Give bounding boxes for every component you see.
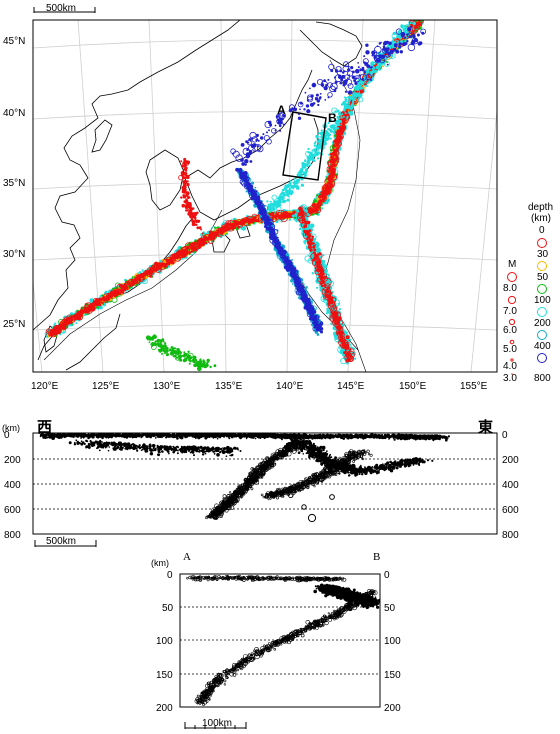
lon-label-135: 135°E [215, 381, 243, 392]
xs2-tick-right-0: 0 [384, 570, 390, 581]
xs1-tick-left-400: 400 [4, 480, 21, 491]
map-frame [32, 19, 498, 373]
lon-label-120: 120°E [31, 381, 59, 392]
xs1-tick-left-0: 0 [4, 430, 10, 441]
xs1-tick-right-400: 400 [502, 480, 519, 491]
lon-label-150: 150°E [399, 381, 427, 392]
magnitude-swatch-8 [507, 272, 517, 282]
xs2-right-ticks: 0 50 100 150 200 [384, 570, 401, 714]
xs2-tick-left-100: 100 [156, 636, 173, 647]
lon-label-155: 155°E [460, 381, 488, 392]
xs2-left-ticks: 0 50 100 150 200 [156, 570, 174, 714]
xs2-hypocenters [186, 574, 380, 706]
xs1-east-label: 東 [478, 418, 493, 436]
lon-label-145: 145°E [337, 381, 365, 392]
xs1-tick-left-600: 600 [4, 505, 21, 516]
map-box-label-a: A [277, 103, 286, 117]
longitude-labels: 120°E 125°E 130°E 135°E 140°E 145°E 150°… [31, 381, 488, 392]
magnitude-value-6: 6.0 [503, 325, 517, 336]
lon-label-125: 125°E [92, 381, 120, 392]
xs2-tick-right-50: 50 [384, 603, 396, 614]
xs2-left-label: A [183, 551, 191, 563]
depth-legend: depth (km) 0 30 50 100 200 400 800 [528, 202, 553, 384]
depth-value-400: 400 [534, 341, 551, 352]
magnitude-swatch-6 [508, 318, 516, 326]
depth-swatch-400-800 [537, 353, 547, 363]
xs1-tick-left-800: 800 [4, 530, 21, 541]
xs2-tick-right-200: 200 [384, 703, 401, 714]
xs1-west-label: 西 [37, 419, 52, 436]
cross-section-west-east: (km) 西 東 0 200 400 600 800 0 200 400 600… [2, 418, 519, 547]
depth-swatch-30-50 [537, 261, 547, 271]
epicenter-dots [44, 20, 427, 372]
xs1-right-ticks: 0 200 400 600 800 [502, 430, 519, 541]
lat-label-45: 45°N [3, 36, 25, 47]
depth-swatch-0-30 [537, 238, 547, 248]
xs1-hypocenters [39, 433, 450, 523]
map-scale-bar: 500km [33, 3, 96, 14]
magnitude-value-8: 8.0 [503, 283, 517, 294]
xs1-scale-bar: 500km [34, 536, 97, 547]
xs1-tick-right-0: 0 [502, 430, 508, 441]
magnitude-value-5: 5.0 [503, 344, 517, 355]
xs1-left-ticks: 0 200 400 600 800 [4, 430, 21, 541]
xs2-right-label: B [373, 551, 380, 563]
xs1-tick-right-800: 800 [502, 530, 519, 541]
lat-label-40: 40°N [3, 108, 25, 119]
lat-label-35: 35°N [3, 178, 25, 189]
xs2-tick-left-150: 150 [156, 670, 173, 681]
xs1-tick-right-600: 600 [502, 505, 519, 516]
epicenter-map: 500km A B 45°N 40°N 35°N 30°N 25°N 120°E… [3, 3, 498, 392]
cross-section-a-b: (km) A B 0 50 100 150 200 0 50 100 150 2… [151, 551, 401, 729]
map-box-label-b: B [328, 111, 337, 125]
latitude-labels: 45°N 40°N 35°N 30°N 25°N [3, 36, 25, 330]
xs1-frame [32, 432, 498, 535]
xs2-scale-bar: 100km [184, 718, 247, 729]
depth-value-50: 50 [537, 272, 549, 283]
map-graticule [33, 20, 497, 372]
lon-label-140: 140°E [276, 381, 304, 392]
magnitude-swatch-4 [510, 358, 514, 362]
depth-value-100: 100 [534, 295, 551, 306]
depth-legend-title: depth [528, 202, 553, 213]
xs1-scale-label: 500km [46, 536, 76, 547]
magnitude-value-3: 3.0 [503, 373, 517, 384]
region-box-ab [282, 111, 327, 181]
xs2-tick-right-150: 150 [384, 670, 401, 681]
depth-value-0: 0 [539, 225, 545, 236]
magnitude-value-7: 7.0 [503, 306, 517, 317]
xs2-tick-left-0: 0 [167, 570, 173, 581]
depth-swatch-50-100 [537, 284, 547, 294]
magnitude-legend-title: M [508, 259, 516, 270]
magnitude-swatch-5 [509, 339, 515, 345]
lat-label-30: 30°N [3, 249, 25, 260]
magnitude-swatch-3 [511, 373, 513, 375]
xs2-tick-left-200: 200 [156, 703, 173, 714]
xs2-unit-label: (km) [151, 558, 169, 568]
xs2-tick-left-50: 50 [162, 603, 174, 614]
xs2-tick-right-100: 100 [384, 636, 401, 647]
xs1-unit-label: (km) [2, 423, 20, 433]
lat-label-25: 25°N [3, 319, 25, 330]
magnitude-swatch-7 [507, 295, 517, 305]
xs2-scale-label: 100km [202, 718, 232, 729]
magnitude-legend: M 8.0 7.0 6.0 5.0 4.0 3.0 [503, 259, 517, 384]
depth-value-200: 200 [534, 318, 551, 329]
depth-value-800: 800 [534, 373, 551, 384]
map-scale-label: 500km [46, 3, 76, 14]
depth-swatch-200-400 [537, 330, 547, 340]
depth-legend-unit: (km) [531, 213, 551, 224]
lon-label-130: 130°E [153, 381, 181, 392]
magnitude-value-4: 4.0 [503, 361, 517, 372]
xs1-tick-right-200: 200 [502, 455, 519, 466]
depth-swatch-100-200 [537, 307, 547, 317]
depth-value-30: 30 [537, 249, 549, 260]
xs2-frame [179, 573, 381, 708]
xs1-tick-left-200: 200 [4, 455, 21, 466]
